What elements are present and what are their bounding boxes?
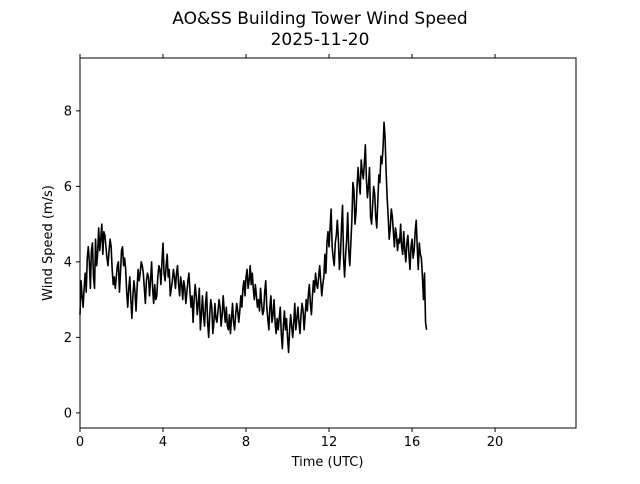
plot-area: 0 4 8 12 16 20 0 2 4 6 8: [64, 54, 577, 450]
y-tick-label: 8: [64, 104, 72, 119]
x-tick-label: 16: [404, 435, 421, 450]
x-tick-label: 0: [76, 435, 84, 450]
chart-title: AO&SS Building Tower Wind Speed: [172, 9, 467, 29]
x-tick-label: 8: [242, 435, 250, 450]
y-axis-ticks: 0 2 4 6 8: [64, 104, 80, 421]
y-tick-label: 0: [64, 406, 72, 421]
y-tick-label: 2: [64, 331, 72, 346]
series-line: [79, 121, 428, 354]
x-axis-label: Time (UTC): [291, 455, 364, 470]
x-tick-label: 4: [159, 435, 167, 450]
chart-subtitle: 2025-11-20: [271, 30, 370, 50]
x-axis-ticks: 0 4 8 12 16 20: [76, 54, 503, 450]
plot-frame: [79, 57, 577, 429]
y-axis-label: Wind Speed (m/s): [41, 185, 56, 301]
x-tick-label: 20: [487, 435, 504, 450]
y-tick-label: 6: [64, 180, 72, 195]
x-tick-label: 12: [321, 435, 338, 450]
y-tick-label: 4: [64, 255, 72, 270]
